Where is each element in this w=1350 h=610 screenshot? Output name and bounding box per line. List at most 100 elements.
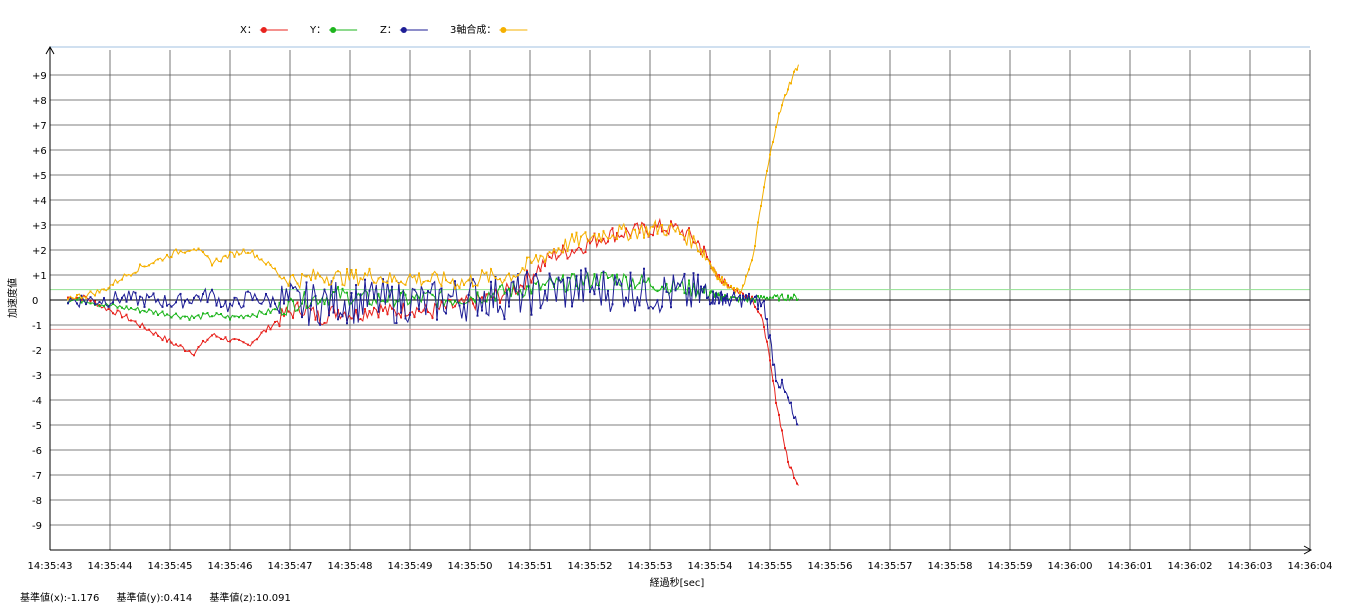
data-point [463, 284, 465, 287]
data-point [436, 273, 438, 276]
data-point [269, 311, 272, 314]
data-point [757, 308, 759, 311]
data-point [772, 379, 774, 382]
data-point [730, 299, 732, 302]
data-point [350, 317, 353, 320]
data-point [784, 94, 786, 97]
x-tick-label: 14:35:54 [688, 561, 733, 572]
data-point [287, 298, 290, 301]
data-point [103, 297, 105, 300]
data-point [781, 293, 783, 296]
x-tick-label: 14:35:49 [388, 561, 433, 572]
y-tick-label: -5 [32, 421, 42, 432]
data-point [418, 296, 420, 299]
data-point [620, 227, 623, 230]
data-point [760, 314, 762, 317]
data-point [652, 234, 654, 237]
data-point [364, 308, 366, 311]
data-point [251, 341, 254, 344]
data-point [494, 288, 497, 291]
legend-label: X： [240, 25, 257, 36]
data-point [107, 305, 110, 308]
data-point [745, 294, 747, 297]
data-point [148, 264, 150, 267]
data-point [674, 289, 677, 292]
data-point [229, 340, 231, 343]
data-point [445, 312, 447, 315]
data-point [557, 276, 560, 279]
data-point [274, 302, 276, 305]
data-point [544, 283, 546, 286]
data-point [391, 285, 393, 288]
x-tick-label: 14:35:43 [28, 561, 73, 572]
data-point [112, 302, 114, 305]
data-point [341, 287, 344, 290]
data-point [80, 297, 83, 300]
data-point [775, 401, 777, 404]
data-point [638, 229, 641, 232]
data-point [76, 296, 78, 299]
data-point [575, 284, 578, 287]
data-point [323, 303, 326, 306]
legend-label: Y： [309, 25, 326, 36]
x-tick-label: 14:35:44 [88, 561, 133, 572]
data-point [665, 283, 668, 286]
data-point [716, 275, 719, 278]
data-point [193, 248, 195, 251]
data-point [611, 227, 614, 230]
data-point [539, 306, 542, 309]
data-point [760, 295, 762, 298]
data-point [368, 289, 371, 292]
data-point [724, 279, 726, 282]
data-point [760, 204, 762, 207]
data-point [700, 248, 702, 251]
data-point [463, 302, 465, 305]
data-series [67, 64, 799, 486]
data-point [481, 301, 483, 304]
data-point [121, 316, 123, 319]
data-point [386, 313, 389, 316]
data-point [562, 244, 564, 247]
data-point [251, 249, 254, 252]
data-point [778, 413, 780, 416]
data-point [382, 309, 384, 312]
data-point [625, 276, 627, 279]
data-point [790, 466, 792, 469]
data-point [458, 301, 461, 304]
data-point [757, 221, 759, 224]
data-point [67, 296, 69, 299]
data-point [269, 263, 272, 266]
data-point [718, 294, 720, 297]
data-point [616, 273, 618, 276]
data-point [449, 300, 452, 303]
data-point [98, 301, 101, 304]
data-point [355, 296, 357, 299]
data-point [778, 112, 780, 115]
data-point [152, 262, 155, 265]
data-point [233, 338, 236, 341]
data-point [121, 278, 123, 281]
data-point [754, 300, 756, 303]
data-point [67, 298, 69, 301]
data-point [197, 314, 200, 317]
data-point [368, 267, 371, 270]
data-point [793, 293, 795, 296]
data-point [589, 242, 591, 245]
data-point [238, 302, 240, 305]
data-point [598, 233, 600, 236]
data-point [611, 234, 614, 237]
data-point [283, 276, 285, 279]
data-point [179, 292, 182, 295]
data-point [157, 334, 159, 337]
data-point [602, 237, 605, 240]
data-point [274, 308, 276, 311]
data-point [643, 267, 645, 270]
data-point [80, 294, 83, 297]
data-point [722, 297, 725, 300]
data-point [413, 288, 416, 291]
data-point [485, 293, 488, 296]
data-point [718, 274, 720, 277]
data-point [736, 299, 738, 302]
data-point [638, 304, 641, 307]
